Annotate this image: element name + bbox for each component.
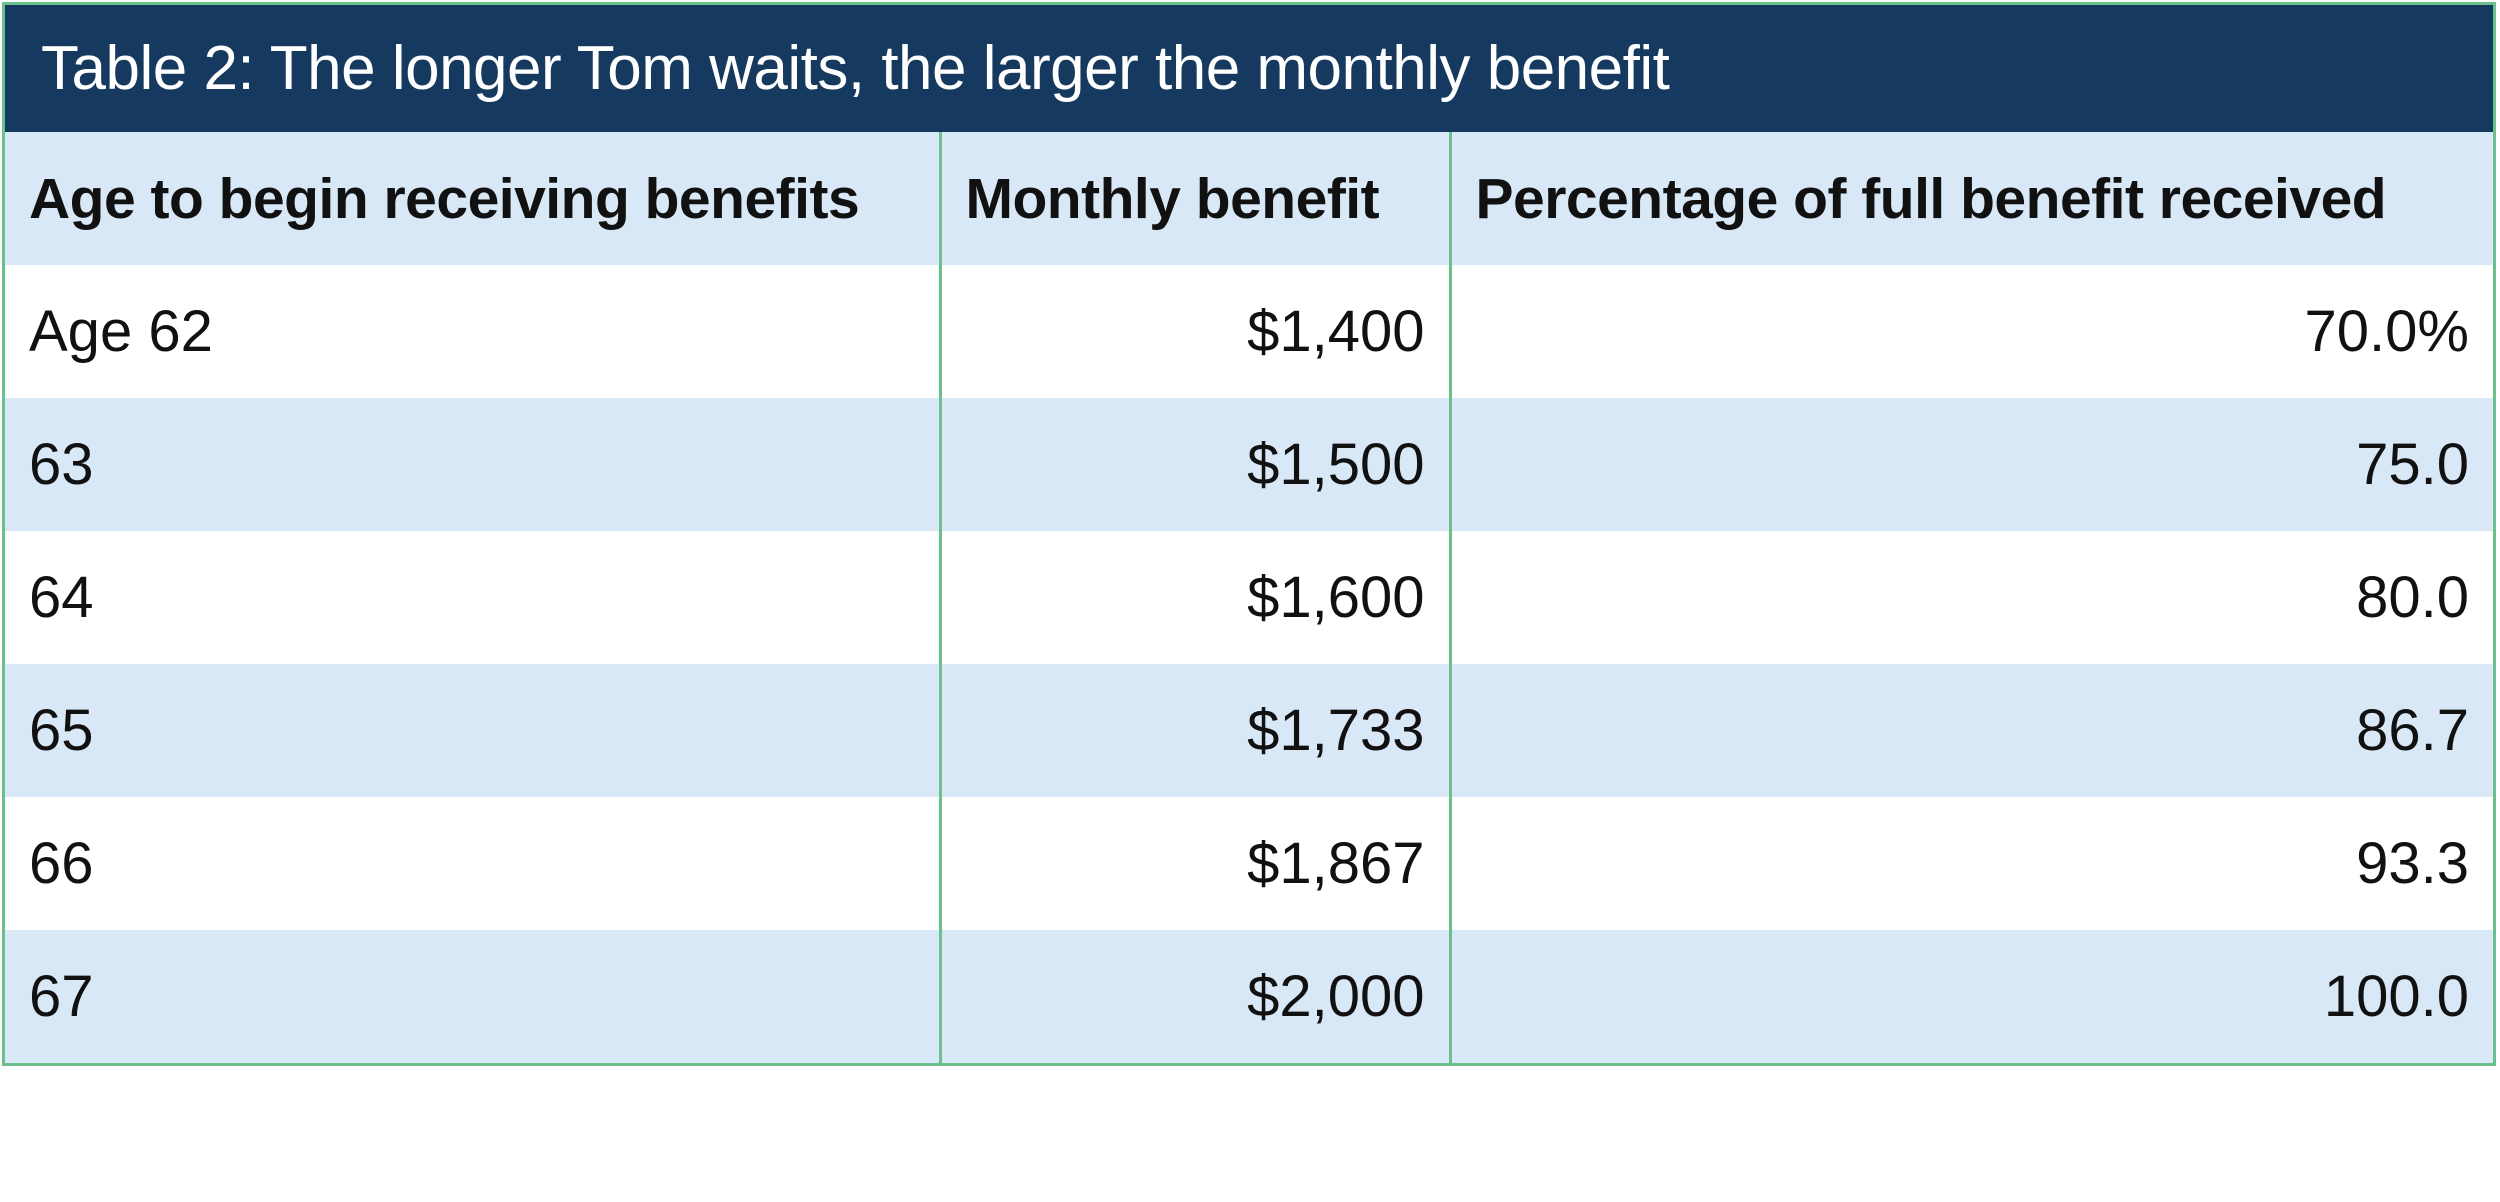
cell-monthly-benefit: $1,600 [938,531,1450,664]
header-percentage: Percentage of full benefit received [1448,132,2493,265]
table-row: 64 $1,600 80.0 [5,531,2493,664]
cell-age: 64 [5,531,940,664]
cell-percentage: 70.0% [1448,265,2493,398]
cell-age: 66 [5,797,940,930]
table-row: 65 $1,733 86.7 [5,664,2493,797]
cell-percentage: 93.3 [1448,797,2493,930]
cell-percentage: 80.0 [1448,531,2493,664]
cell-age: 67 [5,930,940,1063]
cell-age: 65 [5,664,940,797]
header-monthly-benefit: Monthly benefit [938,132,1450,265]
header-age: Age to begin receiving benefits [5,132,940,265]
cell-monthly-benefit: $1,867 [938,797,1450,930]
table-row: 66 $1,867 93.3 [5,797,2493,930]
table-body: Age 62 $1,400 70.0% 63 $1,500 75.0 64 $1,600 80.… [5,265,2493,1063]
cell-percentage: 75.0 [1448,398,2493,531]
table-row: 67 $2,000 100.0 [5,930,2493,1063]
cell-monthly-benefit: $1,400 [938,265,1450,398]
cell-percentage: 100.0 [1448,930,2493,1063]
table-row: Age 62 $1,400 70.0% [5,265,2493,398]
benefit-table: Age to begin receiving benefits Monthly … [5,132,2493,1063]
table-title: Table 2: The longer Tom waits, the large… [5,5,2493,132]
cell-age: Age 62 [5,265,940,398]
cell-monthly-benefit: $1,733 [938,664,1450,797]
header-row: Age to begin receiving benefits Monthly … [5,132,2493,265]
cell-age: 63 [5,398,940,531]
cell-percentage: 86.7 [1448,664,2493,797]
cell-monthly-benefit: $2,000 [938,930,1450,1063]
cell-monthly-benefit: $1,500 [938,398,1450,531]
benefit-table-figure: Table 2: The longer Tom waits, the large… [2,2,2496,1066]
table-row: 63 $1,500 75.0 [5,398,2493,531]
